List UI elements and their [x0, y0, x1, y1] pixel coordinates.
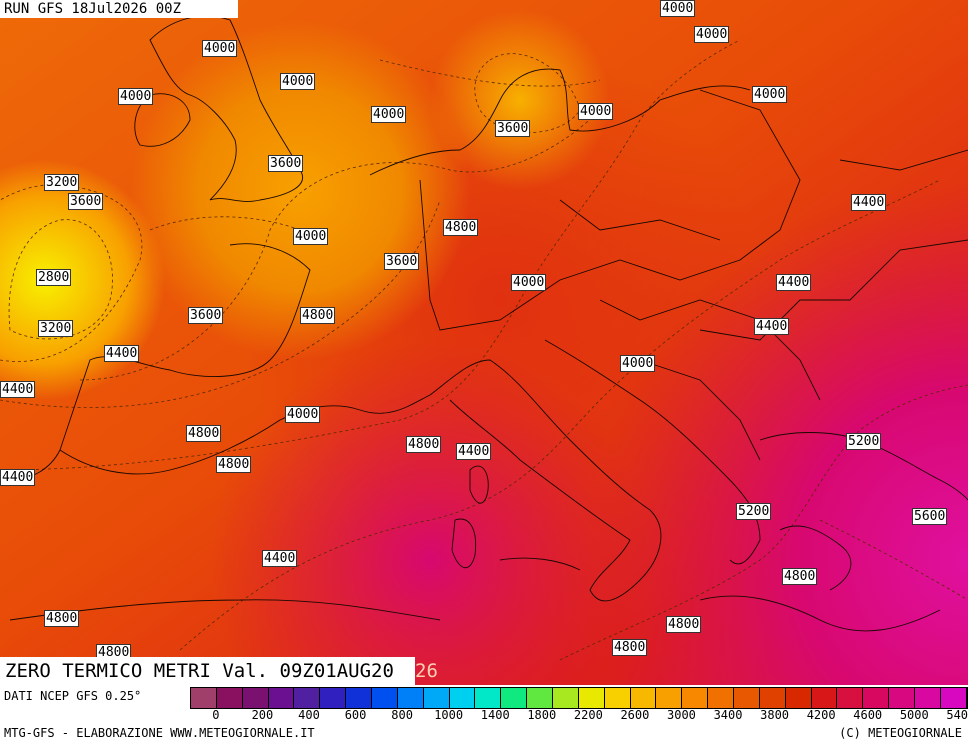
color-swatch	[242, 688, 269, 708]
scale-tick-label: 3000	[667, 708, 696, 722]
contour-label: 3200	[38, 320, 74, 337]
scale-tick-label: 3400	[713, 708, 743, 722]
scale-tick-label: 5000	[899, 708, 929, 722]
contour-label: 3600	[384, 253, 420, 270]
freezing-level-map: 4000 4000 4000 4000 4000 4000 3600 4000 3600 3200…	[0, 0, 968, 685]
scale-tick-label: 0	[212, 708, 220, 722]
contour-label: 5200	[736, 503, 772, 520]
color-swatch	[656, 688, 683, 708]
color-swatch	[708, 688, 735, 708]
contour-label: 4400	[104, 345, 140, 362]
contour-label: 3600	[495, 120, 531, 137]
contour-label: 4800	[186, 425, 222, 442]
scale-tick-label: 5400	[946, 708, 968, 722]
contour-label: 4400	[851, 194, 887, 211]
color-swatch	[837, 688, 864, 708]
color-swatch	[372, 688, 398, 708]
color-swatch	[889, 688, 916, 708]
color-swatch	[268, 688, 295, 708]
color-swatch	[734, 688, 760, 708]
color-scale-ticks: 0 200 400 600 800 1000 1400 1800 2200 2600 3000 340…	[190, 708, 968, 722]
scale-tick-label: 4200	[806, 708, 836, 722]
color-swatch	[475, 688, 502, 708]
map-title: ZERO TERMICO METRI Val. 09Z01AUG20	[0, 657, 415, 685]
color-scale-bar	[190, 687, 968, 709]
run-label: RUN GFS 18Jul2026 00Z	[0, 0, 238, 18]
contour-label: 4800	[782, 568, 818, 585]
map-canvas	[0, 0, 968, 685]
data-source: DATI NCEP GFS 0.25°	[4, 689, 142, 703]
scale-tick-label: 400	[298, 708, 320, 722]
contour-label: 4000	[371, 106, 407, 123]
contour-label: 4000	[285, 406, 321, 423]
color-swatch	[501, 688, 528, 708]
contour-label: 4400	[0, 469, 36, 486]
color-swatch	[630, 688, 657, 708]
contour-label: 3600	[68, 193, 104, 210]
coastlines	[9, 15, 968, 632]
scale-tick-label: 2600	[620, 708, 650, 722]
scale-tick-label: 600	[344, 708, 367, 722]
color-swatch	[604, 688, 631, 708]
color-swatch	[553, 688, 579, 708]
color-swatch	[423, 688, 450, 708]
color-swatch	[294, 688, 321, 708]
contour-label: 4000	[578, 103, 614, 120]
scale-tick-label: 800	[391, 708, 413, 722]
contour-label: 4000	[118, 88, 154, 105]
scale-tick-label: 2200	[573, 708, 603, 722]
contour-label: 4800	[406, 436, 442, 453]
color-swatch	[915, 688, 941, 708]
contour-label: 2800	[36, 269, 72, 286]
color-swatch	[397, 688, 424, 708]
color-swatch	[863, 688, 890, 708]
contour-label: 4800	[216, 456, 252, 473]
contour-label: 4400	[262, 550, 298, 567]
contour-label: 4000	[293, 228, 329, 245]
credit-elaboration: MTG-GFS - ELABORAZIONE WWW.METEOGIORNALE…	[4, 726, 315, 740]
contour-label: 4800	[612, 639, 648, 656]
contour-label: 4000	[511, 274, 547, 291]
color-swatch	[940, 688, 967, 708]
color-swatch	[527, 688, 554, 708]
scale-tick-label: 1800	[527, 708, 557, 722]
contour-label: 3600	[188, 307, 224, 324]
color-swatch	[216, 688, 243, 708]
contour-label: 4000	[620, 355, 656, 372]
scale-tick-label: 200	[251, 708, 274, 722]
color-swatch	[449, 688, 476, 708]
color-swatch	[191, 688, 217, 708]
color-swatch	[759, 688, 786, 708]
color-swatch	[346, 688, 373, 708]
scale-tick-label: 1000	[434, 708, 464, 722]
contour-label: 4400	[0, 381, 36, 398]
contour-label: 3600	[268, 155, 304, 172]
contour-label: 4000	[660, 0, 696, 17]
color-swatch	[785, 688, 812, 708]
scale-tick-label: 1400	[480, 708, 510, 722]
contour-label: 4000	[752, 86, 788, 103]
contour-label: 4400	[456, 443, 492, 460]
color-swatch	[682, 688, 709, 708]
contour-label: 4800	[300, 307, 336, 324]
contour-label: 4400	[776, 274, 812, 291]
contour-label: 5200	[846, 433, 882, 450]
contour-label: 4000	[694, 26, 730, 43]
isolines	[0, 39, 968, 661]
contour-label: 4800	[666, 616, 702, 633]
color-swatch	[320, 688, 347, 708]
scale-tick-label: 4600	[853, 708, 883, 722]
contour-label: 5600	[912, 508, 948, 525]
contour-label: 4000	[280, 73, 316, 90]
contour-label: 4800	[443, 219, 479, 236]
contour-label: 3200	[44, 174, 80, 191]
scale-tick-label: 3800	[760, 708, 790, 722]
contour-label: 4400	[754, 318, 790, 335]
contour-label: 4000	[202, 40, 238, 57]
map-title-tail: 26	[415, 660, 438, 682]
credit-copyright: (C) METEOGIORNALE	[839, 726, 962, 740]
color-swatch	[811, 688, 838, 708]
contour-label: 4800	[44, 610, 80, 627]
color-swatch	[578, 688, 605, 708]
